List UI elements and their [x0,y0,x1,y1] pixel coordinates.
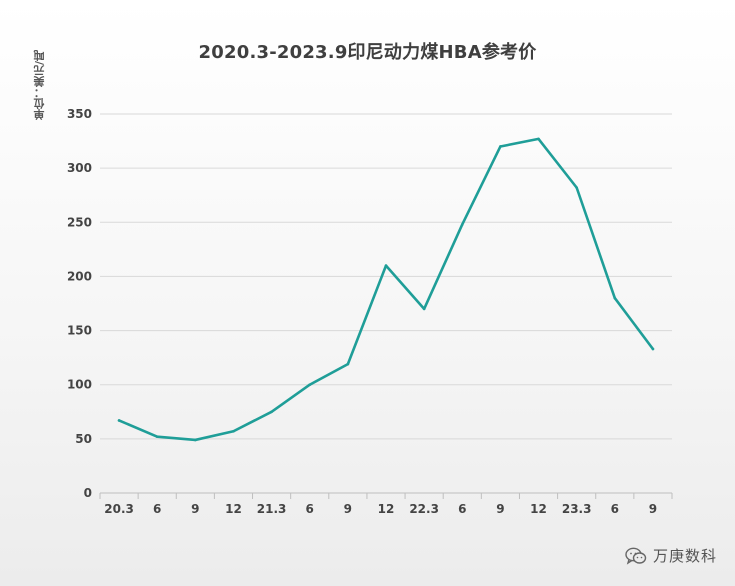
y-tick-label: 100 [67,378,92,392]
watermark: 万庚数科 [625,545,717,566]
data-point [384,264,388,267]
series-line [117,137,655,442]
x-tick-label: 6 [153,502,161,516]
data-point [613,296,617,300]
x-tick-label: 6 [458,502,466,516]
y-tick-label: 50 [75,432,92,446]
data-point [155,435,159,438]
data-point [575,186,578,189]
x-tick-label: 23.3 [562,502,592,516]
data-point [460,223,464,226]
y-tick-label: 300 [67,161,92,175]
data-point [651,347,655,351]
y-tick-label: 200 [67,269,92,283]
data-point [499,145,502,148]
x-tick-label: 12 [225,502,242,516]
wechat-icon [625,547,647,565]
data-point [537,137,540,141]
x-tick-label: 9 [496,502,504,516]
watermark-text: 万庚数科 [652,547,717,565]
gridlines [100,113,672,440]
x-tick-label: 6 [306,502,314,516]
y-tick-label: 350 [67,107,92,121]
data-point [308,383,312,387]
axes [99,492,673,499]
data-point [194,438,197,442]
y-tick-label: 150 [67,324,92,338]
x-tick-label: 9 [344,502,352,516]
chart-title: 2020.3-2023.9印尼动力煤HBA参考价 [198,42,537,63]
data-point [270,410,273,414]
x-tick-label: 22.3 [409,502,439,516]
data-point [117,419,121,422]
data-point [422,307,426,311]
x-tick-label: 12 [378,502,395,516]
series [117,137,655,442]
x-tick-label: 21.3 [257,502,287,516]
data-point [232,429,235,433]
data-point [346,362,350,366]
x-tick-label: 20.3 [104,502,134,516]
tick-labels: 0 50 100 150 200 250 300 350 20.3 6 9 12 21.3 6 9 12 22.… [67,107,657,516]
y-tick-label: 0 [84,486,92,500]
x-tick-label: 12 [530,502,547,516]
x-tick-label: 9 [649,502,657,516]
x-tick-label: 6 [611,502,619,516]
x-tick-label: 9 [191,502,199,516]
y-tick-label: 250 [67,215,92,229]
